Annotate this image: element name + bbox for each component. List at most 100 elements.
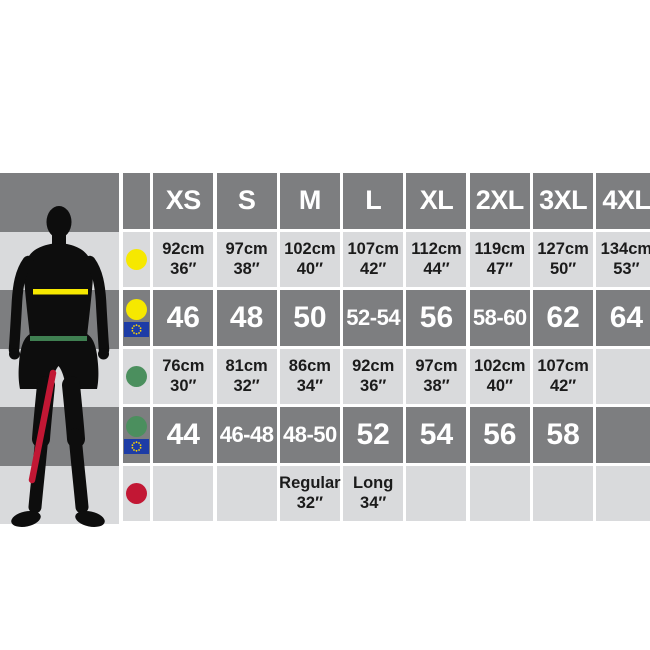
table-cell: 64 — [596, 290, 650, 346]
table-cell — [596, 348, 650, 404]
column-header-label: 2XL — [475, 185, 525, 216]
measurement-value: 97cm — [415, 357, 458, 376]
waist-eu-size-row-indicator — [123, 407, 150, 463]
inside-leg-row-indicator — [123, 465, 150, 521]
measurement-value: Regular — [279, 474, 341, 493]
table-cell — [216, 465, 277, 521]
table-cell: 102cm 40″ — [279, 231, 340, 287]
measurement-value: 76cm — [162, 357, 205, 376]
measurement-value: 127cm — [537, 240, 589, 259]
waist-measurement-row-indicator — [123, 348, 150, 404]
table-cell: 97cm 38″ — [216, 231, 277, 287]
table-cell — [153, 465, 214, 521]
size-value: 58 — [546, 417, 580, 451]
measurement-value: 40″ — [296, 260, 324, 279]
column-header-3xl: 3XL — [533, 173, 594, 229]
green-dot-icon — [126, 415, 147, 437]
measurement-value: 44″ — [423, 260, 450, 279]
measurement-value: 92cm — [162, 240, 205, 259]
size-value: 52 — [356, 417, 390, 451]
table-cell: 46 — [153, 290, 214, 346]
yellow-dot-icon — [126, 298, 147, 320]
measurement-value: 40″ — [486, 377, 513, 396]
size-value: 48-50 — [283, 421, 337, 447]
column-header-4xl: 4XL — [596, 173, 650, 229]
size-value: 54 — [419, 417, 454, 451]
table-cell: 119cm 47″ — [469, 231, 530, 287]
table-cell: 112cm 44″ — [406, 231, 467, 287]
table-cell: 48-50 — [279, 407, 340, 463]
table-cell: 50 — [279, 290, 340, 346]
table-cell: 76cm 30″ — [153, 348, 214, 404]
table-cell: 56 — [469, 407, 530, 463]
measurement-value: 42″ — [549, 377, 577, 396]
size-value: 56 — [483, 417, 517, 451]
table-cell: 44 — [153, 407, 214, 463]
size-value: 56 — [419, 300, 454, 334]
measurement-value: 102cm — [284, 240, 336, 259]
size-value: 64 — [609, 300, 644, 334]
table-cell: 52 — [343, 407, 404, 463]
table-cell — [469, 465, 530, 521]
measurement-value: 53″ — [613, 260, 640, 279]
column-header-xl: XL — [406, 173, 467, 229]
column-header-label: 3XL — [539, 185, 588, 216]
size-value: 62 — [546, 300, 580, 334]
table-cell: 58-60 — [469, 290, 530, 346]
measurement-value: 34″ — [296, 377, 324, 396]
table-cell: 58 — [533, 407, 594, 463]
table-cell: 127cm 50″ — [533, 231, 594, 287]
figure-panel — [0, 173, 119, 527]
column-header-label: XL — [419, 185, 454, 216]
inseam-measure-line — [28, 369, 57, 484]
measurement-value: 86cm — [288, 357, 331, 376]
table-cell: 86cm 34″ — [279, 348, 340, 404]
table-cell: 134cm 53″ — [596, 231, 650, 287]
table-cell: Long 34″ — [343, 465, 404, 521]
male-silhouette-figure — [8, 206, 110, 527]
table-cell — [406, 465, 467, 521]
figure-silhouette — [8, 206, 110, 527]
measurement-value: Long — [353, 474, 394, 493]
table-cell: 97cm 38″ — [406, 348, 467, 404]
measurement-value: 102cm — [474, 357, 526, 376]
measurement-value: 50″ — [549, 260, 577, 279]
measurement-value: 92cm — [352, 357, 395, 376]
table-cell: Regular 32″ — [279, 465, 341, 521]
eu-flag-icon — [124, 438, 149, 454]
measurement-value: 119cm — [474, 240, 526, 259]
chest-measure-line — [33, 289, 88, 295]
column-header-label: M — [298, 185, 322, 216]
measurement-value: 81cm — [225, 357, 268, 376]
table-cell — [533, 465, 594, 521]
size-value: 50 — [293, 300, 327, 334]
measurement-value: 30″ — [170, 377, 197, 396]
measurement-value: 47″ — [486, 260, 513, 279]
waist-measure-line — [30, 336, 87, 341]
column-header-2xl: 2XL — [469, 173, 530, 229]
table-cell: 46-48 — [216, 407, 277, 463]
chest-measurement-row-indicator — [123, 231, 150, 287]
measurement-value: 34″ — [360, 494, 387, 513]
table-cell: 56 — [406, 290, 467, 346]
measurement-value: 97cm — [225, 240, 268, 259]
measurement-value: 36″ — [360, 377, 387, 396]
table-cell — [596, 465, 650, 521]
size-chart-grid: XS S M L XL 2XL 3XL 4XL 92cm 36″ 97cm 38″ 102cm 40″ 10… — [123, 173, 650, 521]
column-header-label: XS — [165, 185, 202, 216]
red-dot-icon — [126, 482, 147, 504]
background-stripe — [0, 407, 119, 466]
column-header-xs: XS — [153, 173, 214, 229]
size-value: 58-60 — [472, 304, 527, 330]
size-value: 44 — [166, 417, 200, 451]
measurement-value: 112cm — [411, 240, 462, 259]
table-cell: 62 — [533, 290, 594, 346]
chest-eu-size-row-indicator — [123, 290, 150, 346]
column-header-label: 4XL — [602, 185, 650, 216]
size-value: 46-48 — [219, 421, 274, 447]
column-header-label: S — [237, 185, 256, 216]
table-cell: 54 — [406, 407, 467, 463]
size-value: 52-54 — [346, 304, 401, 330]
eu-flag-icon — [124, 321, 149, 337]
table-cell: 107cm 42″ — [533, 348, 594, 404]
